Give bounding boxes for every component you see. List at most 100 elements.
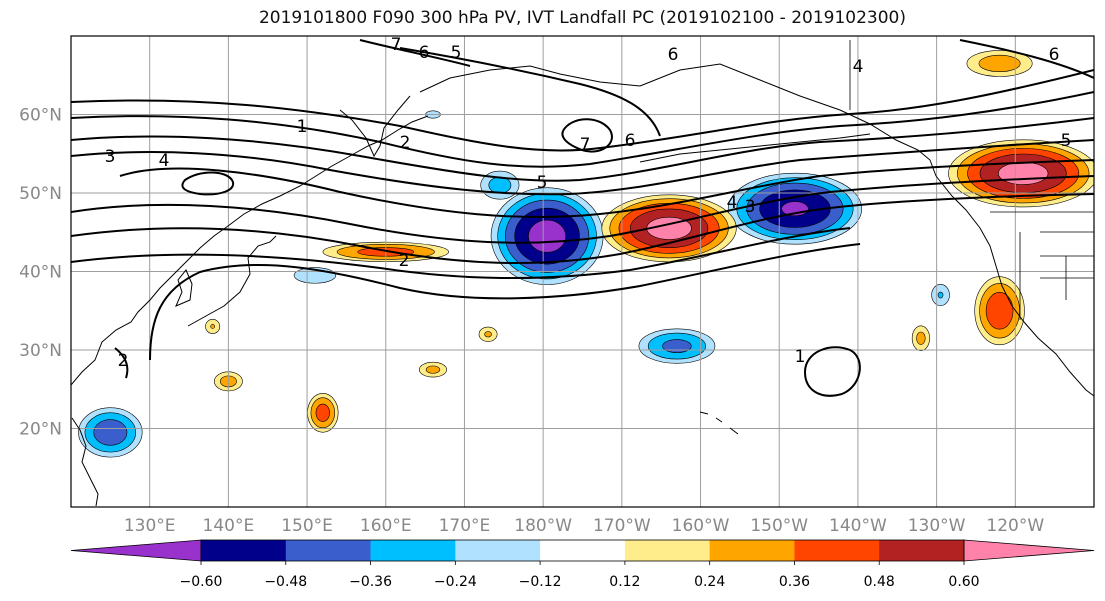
colorbar-frame bbox=[200, 539, 965, 562]
contour-label: 6 bbox=[1049, 45, 1060, 65]
colorbar-segment bbox=[794, 540, 880, 561]
hawaii-islands bbox=[699, 411, 739, 435]
contour-label: 3 bbox=[745, 197, 756, 217]
lon-tick-label: 180°W bbox=[514, 516, 572, 536]
contour-label: 6 bbox=[668, 45, 679, 65]
lon-tick-label: 120°W bbox=[986, 516, 1044, 536]
japan-coastline bbox=[187, 235, 277, 327]
anomaly-region-8 bbox=[601, 194, 737, 263]
colorbar-tick-label: 0.12 bbox=[609, 574, 640, 590]
pv-contour-3-north bbox=[71, 117, 1094, 182]
lon-tick-label: 130°E bbox=[124, 516, 176, 536]
colorbar-tick-label: −0.12 bbox=[519, 574, 562, 590]
colorbar-tick-label: −0.24 bbox=[434, 574, 477, 590]
colorbar-segment bbox=[201, 540, 287, 561]
lat-tick-label: 20°N bbox=[19, 420, 62, 440]
contour-label: 2 bbox=[400, 133, 411, 153]
contour-label: 7 bbox=[580, 135, 591, 155]
anomaly-level bbox=[484, 331, 492, 338]
anomaly-region-14 bbox=[418, 361, 448, 378]
pv-contour-6-ne bbox=[959, 39, 1094, 79]
contour-label: 6 bbox=[419, 43, 430, 63]
pv-contour-1-south bbox=[149, 243, 861, 361]
colorbar-tick-label: 0.60 bbox=[948, 574, 979, 590]
anomaly-level bbox=[425, 365, 441, 374]
anomaly-region-18 bbox=[966, 50, 1033, 77]
pv-contour-closed-5 bbox=[181, 171, 235, 196]
anomaly-level bbox=[978, 54, 1021, 73]
lon-tick-label: 140°E bbox=[203, 516, 255, 536]
colorbar-tick-label: 0.48 bbox=[864, 574, 895, 590]
colorbar-extend-min bbox=[70, 539, 202, 562]
philippines-coastline bbox=[71, 417, 99, 507]
colorbar-segment bbox=[709, 540, 795, 561]
lon-tick-label: 170°E bbox=[439, 516, 491, 536]
colorbar-segment bbox=[624, 540, 711, 561]
contour-label: 1 bbox=[795, 347, 806, 367]
colorbar-segment bbox=[879, 540, 965, 561]
contour-label: 5 bbox=[1061, 131, 1072, 151]
anomaly-level bbox=[315, 403, 330, 422]
contour-label: 5 bbox=[451, 43, 462, 63]
lat-tick-label: 50°N bbox=[19, 184, 62, 204]
colorbar-tick-label: −0.36 bbox=[349, 574, 392, 590]
map-frame bbox=[70, 35, 1095, 508]
anomaly-region-16 bbox=[205, 319, 221, 334]
contour-label: 4 bbox=[727, 193, 738, 213]
anomaly-level bbox=[916, 331, 926, 345]
anomaly-region-17 bbox=[911, 325, 930, 351]
lon-tick-label: 160°W bbox=[672, 516, 730, 536]
lon-tick-label: 130°W bbox=[908, 516, 966, 536]
anomaly-region-15 bbox=[478, 326, 498, 342]
pv-contour-2-sw bbox=[114, 347, 129, 379]
pv-contour-6-north bbox=[399, 47, 661, 137]
pv-contour-4-jet bbox=[71, 175, 1094, 244]
chart-title: 2019101800 F090 300 hPa PV, IVT Landfall… bbox=[258, 8, 906, 28]
anomaly-level bbox=[93, 419, 128, 446]
colorbar-tick-label: 0.36 bbox=[779, 574, 810, 590]
na-west-coast bbox=[935, 175, 1094, 397]
lat-tick-label: 30°N bbox=[19, 341, 62, 361]
anomaly-level bbox=[488, 176, 512, 194]
contour-label: 6 bbox=[625, 131, 636, 151]
pv-contour-2-north bbox=[71, 91, 1094, 168]
contour-label: 3 bbox=[105, 147, 116, 167]
anomaly-region-4 bbox=[638, 328, 716, 364]
pv-contour-closed-1 bbox=[803, 346, 861, 397]
aleutian-chain bbox=[639, 133, 871, 163]
pv-contour-7-north bbox=[359, 39, 471, 67]
colorbar-extend-max bbox=[963, 539, 1095, 562]
lon-tick-label: 140°W bbox=[829, 516, 887, 536]
colorbar-tick-label: −0.60 bbox=[180, 574, 223, 590]
colorbar-tick-label: −0.48 bbox=[264, 574, 307, 590]
pv-contour-2-south bbox=[71, 227, 851, 280]
lon-tick-label: 170°W bbox=[593, 516, 651, 536]
asia-coastline bbox=[71, 115, 429, 386]
anomaly-region-12 bbox=[307, 392, 339, 433]
anomaly-region-11 bbox=[974, 276, 1025, 346]
anomaly-level bbox=[662, 339, 692, 353]
us-state-borders bbox=[1019, 231, 1094, 320]
contour-label: 2 bbox=[399, 251, 410, 271]
anomaly-region-3 bbox=[78, 407, 143, 458]
lon-tick-label: 150°E bbox=[281, 516, 333, 536]
anomaly-level bbox=[210, 324, 215, 329]
lat-tick-label: 40°N bbox=[19, 263, 62, 283]
colorbar-segment bbox=[285, 540, 372, 561]
pv-contour-closed-7 bbox=[561, 118, 613, 153]
contour-label: 5 bbox=[537, 173, 548, 193]
anomaly-region-7 bbox=[931, 284, 950, 307]
colorbar-tick-label: 0.24 bbox=[694, 574, 725, 590]
contour-label: 7 bbox=[391, 35, 402, 55]
contour-label: 4 bbox=[159, 151, 170, 171]
alaska-coastline bbox=[639, 63, 937, 177]
pv-contour-4-north bbox=[71, 139, 1094, 196]
colorbar-segment bbox=[540, 540, 626, 561]
contour-label: 4 bbox=[853, 57, 864, 77]
siberia-coastline bbox=[419, 65, 641, 93]
korea-coastline bbox=[175, 269, 193, 307]
anomaly-region-0 bbox=[490, 187, 604, 285]
anomaly-level bbox=[985, 292, 1014, 330]
